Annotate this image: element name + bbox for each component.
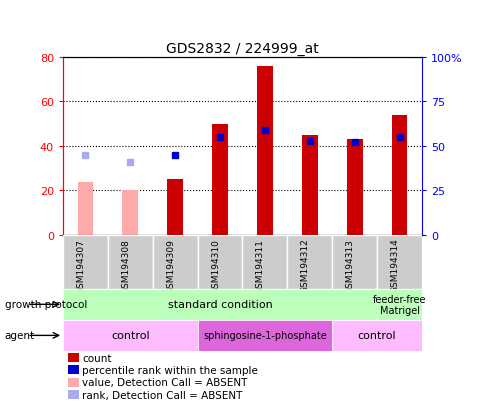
Bar — [197, 320, 332, 351]
Text: value, Detection Call = ABSENT: value, Detection Call = ABSENT — [82, 377, 247, 387]
Bar — [63, 235, 107, 289]
Bar — [391, 116, 407, 235]
Text: percentile rank within the sample: percentile rank within the sample — [82, 365, 258, 375]
Text: growth protocol: growth protocol — [5, 299, 87, 310]
Text: standard condition: standard condition — [167, 299, 272, 310]
Bar — [212, 124, 227, 235]
Bar — [107, 235, 152, 289]
Text: GSM194314: GSM194314 — [390, 238, 399, 293]
Text: count: count — [82, 353, 112, 363]
Bar — [332, 320, 421, 351]
Bar — [242, 235, 287, 289]
Text: agent: agent — [5, 330, 35, 341]
Text: rank, Detection Call = ABSENT: rank, Detection Call = ABSENT — [82, 390, 242, 400]
Text: GSM194313: GSM194313 — [345, 238, 354, 293]
Text: sphingosine-1-phosphate: sphingosine-1-phosphate — [203, 330, 326, 341]
Bar — [346, 140, 362, 235]
Bar — [77, 182, 93, 235]
Text: GSM194308: GSM194308 — [121, 238, 130, 293]
Text: feeder-free
Matrigel: feeder-free Matrigel — [372, 294, 425, 316]
Bar — [167, 180, 182, 235]
Bar — [152, 235, 197, 289]
Text: control: control — [357, 330, 395, 341]
Bar — [63, 289, 376, 320]
Text: GSM194309: GSM194309 — [166, 238, 175, 293]
Bar — [197, 235, 242, 289]
Text: GSM194307: GSM194307 — [76, 238, 85, 293]
Title: GDS2832 / 224999_at: GDS2832 / 224999_at — [166, 41, 318, 55]
Text: GSM194310: GSM194310 — [211, 238, 220, 293]
Bar — [122, 191, 138, 235]
Bar — [257, 66, 272, 235]
Bar — [302, 135, 317, 235]
Text: GSM194311: GSM194311 — [256, 238, 264, 293]
Text: GSM194312: GSM194312 — [300, 238, 309, 293]
Bar — [63, 320, 197, 351]
Text: control: control — [111, 330, 150, 341]
Bar — [376, 289, 421, 320]
Bar — [287, 235, 332, 289]
Bar — [332, 235, 376, 289]
Bar — [376, 235, 421, 289]
